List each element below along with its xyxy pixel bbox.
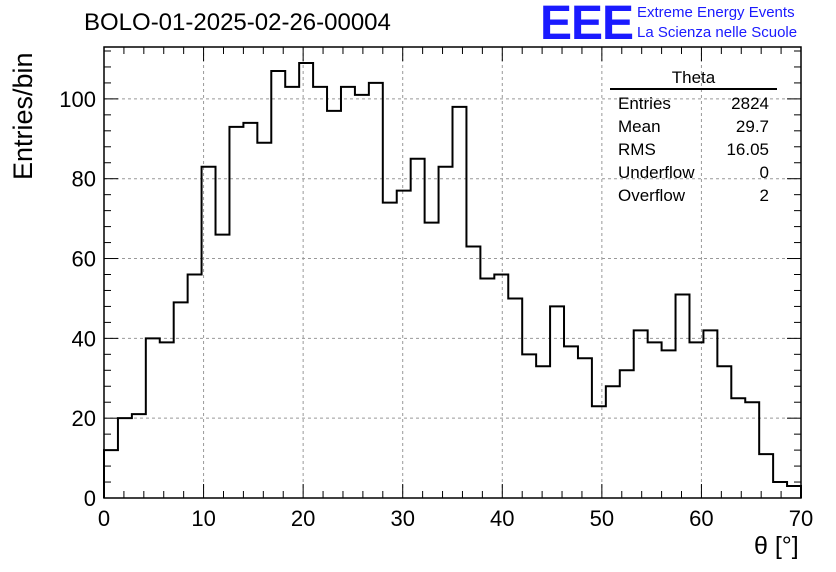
histogram-bin [522, 354, 536, 498]
histogram-bin [355, 95, 369, 498]
stats-label: Mean [618, 117, 661, 136]
y-tick-label: 20 [72, 406, 96, 431]
stats-row-underflow: Underflow 0 [610, 161, 777, 184]
histogram-bin [299, 63, 313, 498]
histogram-bin [480, 278, 494, 498]
stats-value: 16.05 [726, 140, 769, 159]
stats-row-overflow: Overflow 2 [610, 184, 777, 207]
histogram-bin [327, 111, 341, 498]
y-tick-label: 80 [72, 167, 96, 192]
histogram-bin [634, 330, 648, 498]
histogram-bin [411, 159, 425, 498]
histogram-bin [717, 366, 731, 498]
histogram-bin [676, 294, 690, 498]
stats-label: Entries [618, 94, 671, 113]
histogram-bin [508, 298, 522, 498]
histogram-bin [285, 87, 299, 498]
histogram-bin [648, 342, 662, 498]
histogram-bin [383, 203, 397, 498]
histogram-bin [229, 127, 243, 498]
plot-frame [103, 46, 802, 499]
y-tick-label: 0 [84, 486, 96, 511]
histogram-bin [787, 486, 801, 498]
histogram-bin [104, 450, 118, 498]
stats-row-mean: Mean 29.7 [610, 115, 777, 138]
histogram-bin [257, 143, 271, 498]
stats-row-rms: RMS 16.05 [610, 138, 777, 161]
logo-line-2: La Scienza nelle Scuole [637, 24, 798, 41]
histogram-bin [369, 83, 383, 498]
stats-value: 2824 [731, 94, 769, 113]
histogram-bin [160, 342, 174, 498]
histogram-series [103, 61, 802, 498]
histogram-bin [731, 398, 745, 498]
histogram-bin [313, 87, 327, 498]
histogram-bin [453, 107, 467, 498]
histogram-bin [564, 346, 578, 498]
y-tick-label: 40 [72, 326, 96, 351]
eee-logo: EEE [540, 0, 634, 50]
histogram-bin [202, 167, 216, 498]
x-tick-label: 30 [390, 506, 414, 531]
stats-value: 29.7 [735, 117, 769, 136]
histogram-bin [745, 402, 759, 498]
histogram-bin [132, 414, 146, 498]
stats-label: RMS [618, 140, 656, 159]
y-tick-label: 60 [72, 247, 96, 272]
y-tick-label: 100 [59, 87, 96, 112]
x-tick-label: 0 [98, 506, 110, 531]
histogram-bin [188, 274, 202, 498]
histogram-bin [550, 306, 564, 498]
histogram-bin [494, 274, 508, 498]
stats-label: Underflow [618, 163, 695, 182]
x-tick-label: 10 [191, 506, 215, 531]
chart-title: BOLO-01-2025-02-26-00004 [84, 9, 391, 36]
x-axis-label: θ [°] [754, 532, 799, 560]
histogram-bin [271, 71, 285, 498]
x-tick-label: 60 [689, 506, 713, 531]
histogram-bin [689, 342, 703, 498]
histogram-bin [174, 302, 188, 498]
histogram-bin [425, 223, 439, 498]
stats-row-entries: Entries 2824 [610, 92, 777, 115]
histogram-bin [466, 247, 480, 498]
x-tick-label: 50 [590, 506, 614, 531]
histogram-bin [397, 191, 411, 498]
histogram-bin [773, 482, 787, 498]
histogram-bin [620, 370, 634, 498]
histogram-bin [662, 350, 676, 498]
histogram-bin [606, 386, 620, 498]
histogram-bin [439, 167, 453, 498]
histogram-bin [118, 418, 132, 498]
histogram-bin [703, 330, 717, 498]
histogram-bin [216, 235, 230, 498]
histogram-bin [578, 358, 592, 498]
histogram-bin [536, 366, 550, 498]
stats-title: Theta [610, 68, 777, 90]
histogram-bin [341, 87, 355, 498]
logo-line-1: Extreme Energy Events [637, 4, 795, 21]
x-tick-label: 70 [789, 506, 813, 531]
stats-box: Theta Entries 2824 Mean 29.7 RMS 16.05 U… [610, 68, 777, 207]
histogram-bin [243, 123, 257, 498]
stats-value: 2 [759, 186, 769, 205]
histogram-bin [146, 338, 160, 498]
x-tick-label: 20 [291, 506, 315, 531]
stats-value: 0 [759, 163, 769, 182]
x-tick-label: 40 [490, 506, 514, 531]
stats-label: Overflow [618, 186, 686, 205]
histogram-bin [592, 406, 606, 498]
